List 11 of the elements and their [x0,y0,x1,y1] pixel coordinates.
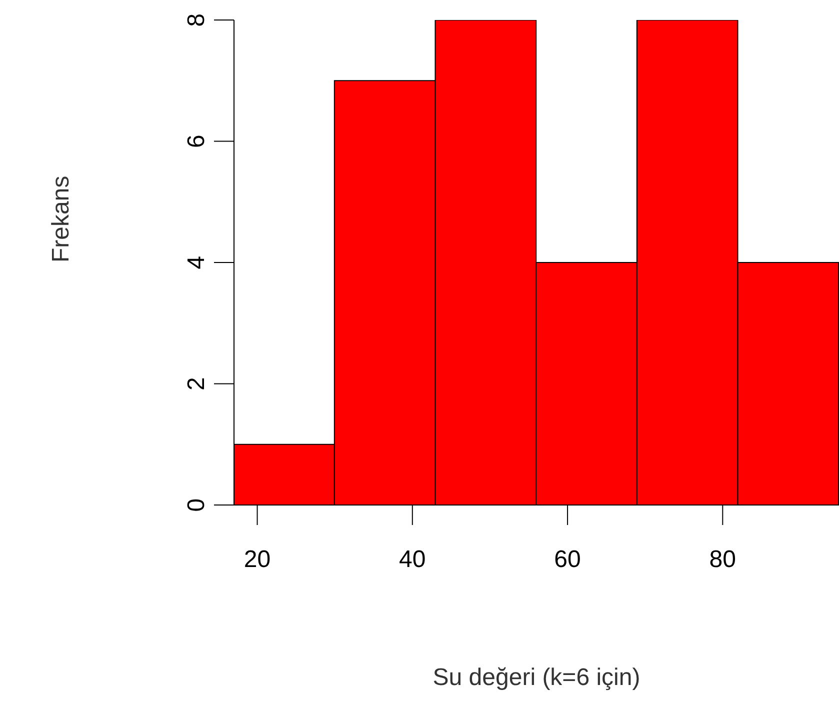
y-tick-label: 6 [183,134,210,148]
y-axis-title: Frekans [48,176,75,262]
y-tick-label: 0 [183,498,210,512]
x-tick-label: 80 [709,546,736,573]
x-tick-label: 60 [554,546,581,573]
y-tick-label: 4 [183,256,210,270]
x-tick-label: 40 [399,546,426,573]
x-axis-title: Su değeri (k=6 için) [432,664,640,691]
x-tick-label: 20 [244,546,271,573]
y-tick-label: 2 [183,377,210,390]
y-tick-label: 8 [183,13,210,27]
